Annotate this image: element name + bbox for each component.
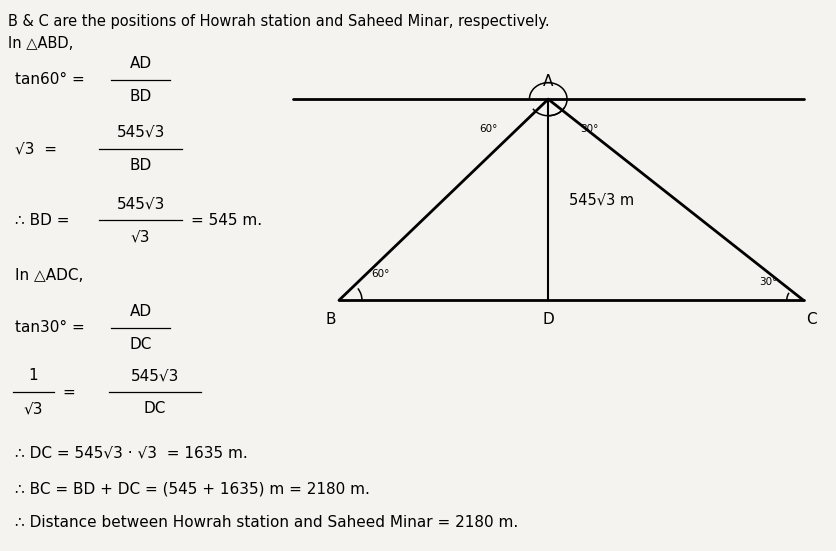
Text: BD: BD — [130, 158, 151, 173]
Text: In △ABD,: In △ABD, — [8, 36, 74, 51]
Text: ∴ BD =: ∴ BD = — [15, 213, 69, 228]
Text: 30°: 30° — [579, 124, 598, 134]
Text: ∴ BC = BD + DC = (545 + 1635) m = 2180 m.: ∴ BC = BD + DC = (545 + 1635) m = 2180 m… — [15, 482, 370, 497]
Text: 545√3: 545√3 — [116, 196, 165, 212]
Text: ∴ Distance between Howrah station and Saheed Minar = 2180 m.: ∴ Distance between Howrah station and Sa… — [15, 515, 517, 530]
Text: 60°: 60° — [370, 269, 389, 279]
Text: BD: BD — [130, 89, 151, 104]
Text: = 545 m.: = 545 m. — [191, 213, 262, 228]
Text: DC: DC — [130, 337, 151, 352]
Text: B: B — [325, 312, 335, 327]
Text: ∴ DC = 545√3 · √3  = 1635 m.: ∴ DC = 545√3 · √3 = 1635 m. — [15, 445, 247, 461]
Text: D: D — [542, 312, 553, 327]
Text: In △ADC,: In △ADC, — [15, 268, 84, 283]
Text: DC: DC — [144, 401, 166, 417]
Text: 545√3: 545√3 — [130, 368, 179, 383]
Text: 60°: 60° — [478, 124, 497, 134]
Text: A: A — [543, 74, 553, 89]
Text: 1: 1 — [28, 368, 38, 383]
Text: C: C — [806, 312, 816, 327]
Text: √3: √3 — [23, 401, 43, 417]
Text: B & C are the positions of Howrah station and Saheed Minar, respectively.: B & C are the positions of Howrah statio… — [8, 14, 549, 29]
Text: 30°: 30° — [758, 277, 777, 287]
Text: √3: √3 — [130, 229, 150, 245]
Text: tan60° =: tan60° = — [15, 72, 84, 88]
Text: 545√3 m: 545√3 m — [568, 192, 634, 207]
Text: =: = — [63, 385, 75, 400]
Text: 545√3: 545√3 — [116, 125, 165, 140]
Text: AD: AD — [130, 304, 151, 319]
Text: √3  =: √3 = — [15, 141, 57, 156]
Text: tan30° =: tan30° = — [15, 320, 84, 336]
Text: AD: AD — [130, 56, 151, 71]
